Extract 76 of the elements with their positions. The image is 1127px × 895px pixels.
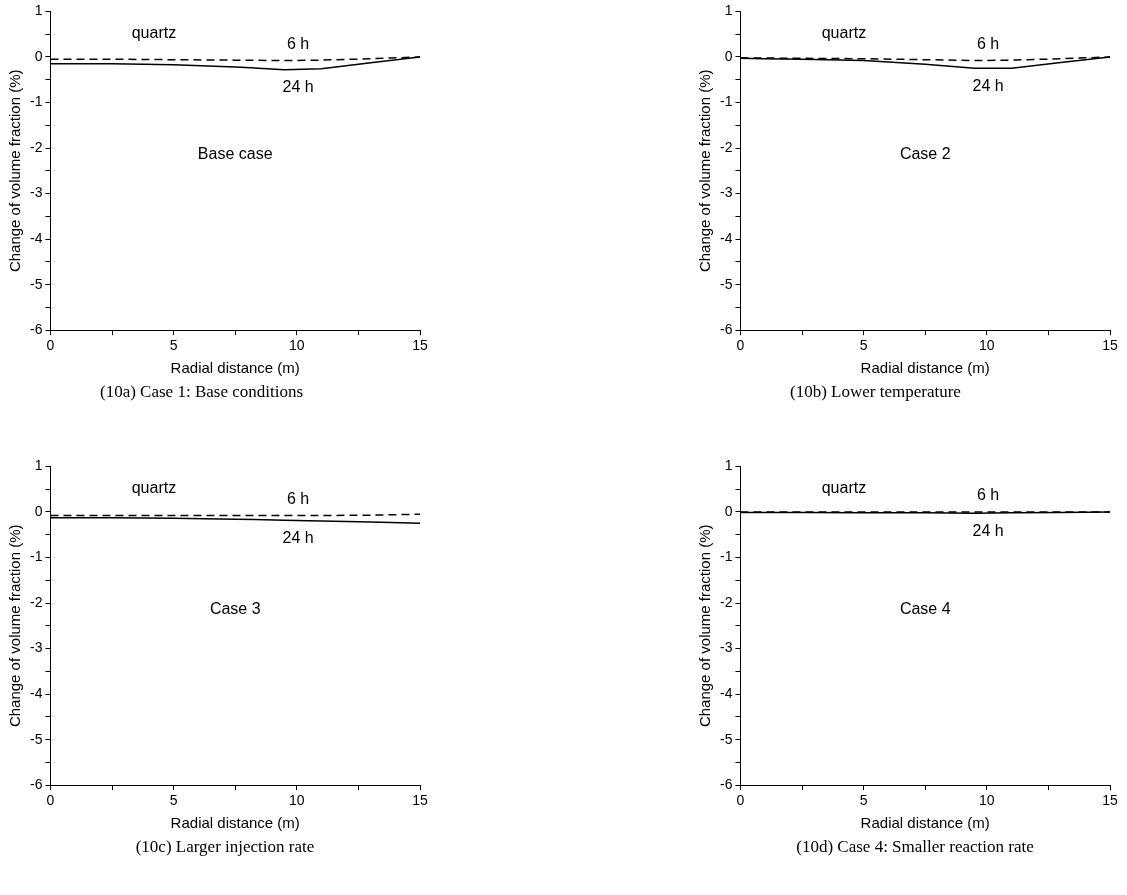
- y-tick-label: -1: [720, 548, 733, 565]
- annotation: Case 3: [209, 600, 261, 618]
- series-label: 24 h: [282, 78, 314, 96]
- y-tick-label: -4: [30, 684, 43, 701]
- annotation: Case 4: [899, 600, 951, 618]
- x-tick-label: 15: [412, 792, 428, 809]
- y-axis-title: Change of volume fraction (%): [6, 69, 24, 273]
- y-tick-label: -5: [30, 275, 43, 292]
- x-axis-title: Radial distance (m): [860, 814, 990, 832]
- series-label: 6 h: [286, 34, 310, 52]
- x-tick-label: 5: [859, 337, 868, 354]
- series-label: 6 h: [286, 489, 310, 507]
- x-tick-label: 10: [289, 792, 305, 809]
- y-tick-label: -4: [720, 684, 733, 701]
- text: (10c) Larger injection rate: [134, 837, 316, 857]
- y-tick-label: 1: [724, 2, 733, 19]
- x-tick-label: 5: [169, 792, 178, 809]
- x-axis-title: Radial distance (m): [860, 359, 990, 377]
- annotation: quartz: [131, 478, 177, 496]
- x-axis-title: Radial distance (m): [170, 359, 300, 377]
- y-tick-label: -2: [30, 138, 43, 155]
- y-tick-label: -6: [30, 776, 43, 793]
- y-tick-label: 0: [34, 502, 43, 519]
- y-tick-label: -6: [720, 776, 733, 793]
- x-tick-label: 0: [46, 792, 55, 809]
- y-tick-label: -1: [30, 548, 43, 565]
- x-tick-label: 10: [979, 792, 995, 809]
- annotation: Case 2: [899, 145, 951, 163]
- y-tick-label: 1: [34, 457, 43, 474]
- text: (10a) Case 1: Base conditions: [99, 382, 304, 402]
- series-label: 6 h: [976, 486, 1000, 504]
- x-tick-label: 5: [169, 337, 178, 354]
- x-tick-label: 0: [46, 337, 55, 354]
- x-tick-label: 0: [736, 337, 745, 354]
- y-tick-label: -1: [720, 93, 733, 110]
- y-tick-label: -5: [30, 730, 43, 747]
- y-tick-label: -4: [720, 229, 733, 246]
- x-tick-label: 15: [1102, 337, 1118, 354]
- y-tick-label: 0: [34, 47, 43, 64]
- y-tick-label: -6: [720, 321, 733, 338]
- y-tick-label: -4: [30, 229, 43, 246]
- x-tick-label: 5: [859, 792, 868, 809]
- y-tick-label: 1: [724, 457, 733, 474]
- y-tick-label: 0: [724, 502, 733, 519]
- y-tick-label: 0: [724, 47, 733, 64]
- x-tick-label: 0: [736, 792, 745, 809]
- y-axis-title: Change of volume fraction (%): [696, 524, 714, 728]
- y-tick-label: -3: [720, 639, 733, 656]
- y-tick-label: -3: [30, 184, 43, 201]
- annotation: quartz: [821, 478, 867, 496]
- y-tick-label: -2: [720, 593, 733, 610]
- y-tick-label: -5: [720, 275, 733, 292]
- series-label: 24 h: [282, 528, 314, 546]
- annotation: quartz: [821, 23, 867, 41]
- y-tick-label: -3: [30, 639, 43, 656]
- x-tick-label: 15: [412, 337, 428, 354]
- series-label: 6 h: [976, 34, 1000, 52]
- y-axis-title: Change of volume fraction (%): [6, 524, 24, 728]
- y-tick-label: 1: [34, 2, 43, 19]
- text: (10d) Case 4: Smaller reaction rate: [795, 837, 1035, 857]
- y-tick-label: -2: [720, 138, 733, 155]
- y-tick-label: -3: [720, 184, 733, 201]
- text: (10b) Lower temperature: [789, 382, 962, 402]
- series-label: 24 h: [972, 521, 1004, 539]
- x-tick-label: 10: [289, 337, 305, 354]
- annotation: Base case: [197, 145, 273, 163]
- y-tick-label: -2: [30, 593, 43, 610]
- x-tick-label: 10: [979, 337, 995, 354]
- y-tick-label: -5: [720, 730, 733, 747]
- y-tick-label: -6: [30, 321, 43, 338]
- x-axis-title: Radial distance (m): [170, 814, 300, 832]
- series-label: 24 h: [972, 76, 1004, 94]
- x-tick-label: 15: [1102, 792, 1118, 809]
- annotation: quartz: [131, 23, 177, 41]
- y-axis-title: Change of volume fraction (%): [696, 69, 714, 273]
- y-tick-label: -1: [30, 93, 43, 110]
